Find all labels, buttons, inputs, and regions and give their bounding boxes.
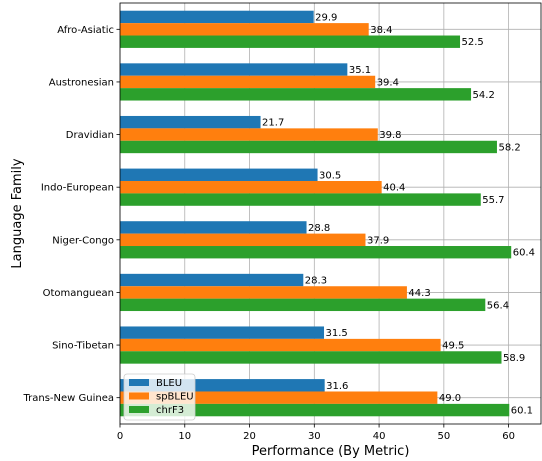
bar-value-label: 56.4 <box>487 300 509 311</box>
bar-value-label: 39.4 <box>377 77 399 88</box>
bar-value-label: 31.6 <box>326 381 348 392</box>
bar-spbleu <box>120 286 407 299</box>
bar-chrf3 <box>120 403 510 417</box>
bar-spbleu <box>120 233 366 247</box>
x-tick-label: 60 <box>502 431 515 442</box>
bar-spbleu <box>120 180 382 194</box>
bar-bleu <box>120 10 314 24</box>
bar-value-label: 40.4 <box>383 183 405 194</box>
bar-bleu <box>120 221 307 234</box>
bar-spbleu <box>120 23 369 36</box>
bar-value-label: 49.5 <box>442 341 464 352</box>
y-tick-label: Austronesian <box>49 77 114 88</box>
bar-value-label: 60.1 <box>511 406 533 417</box>
legend-label: spBLEU <box>156 392 194 403</box>
bar-spbleu <box>120 128 378 141</box>
bar-value-label: 49.0 <box>439 393 461 404</box>
x-tick-label: 50 <box>437 431 450 442</box>
bar-chrf3 <box>120 298 486 312</box>
x-axis-title: Performance (By Metric) <box>252 444 410 459</box>
plot-frame <box>119 2 542 425</box>
bar-chrf3 <box>120 246 512 259</box>
legend-swatch <box>129 406 149 413</box>
legend-label: BLEU <box>156 378 182 389</box>
bar-value-label: 29.9 <box>315 12 337 23</box>
bar-labels: 29.9 38.4 52.5 35.1 39.4 54.2 21.7 39.8 58.2 30.5… <box>262 12 535 416</box>
bar-spbleu <box>120 338 441 352</box>
bar-value-label: 39.8 <box>379 130 401 141</box>
x-tick-label: 0 <box>117 431 123 442</box>
y-axis-title: Language Family <box>10 158 25 268</box>
bar-chrf3 <box>120 140 497 154</box>
bar-value-label: 44.3 <box>408 288 430 299</box>
bar-value-label: 28.8 <box>308 223 330 234</box>
bar-value-label: 52.5 <box>462 37 484 48</box>
legend: BLEU spBLEU chrF3 <box>123 373 196 421</box>
bar-bleu <box>120 63 348 76</box>
legend-swatch <box>129 379 149 386</box>
y-tick-label: Otomanguean <box>43 288 114 299</box>
bar-chrf3 <box>120 351 502 364</box>
bars <box>120 10 512 417</box>
bar-value-label: 28.3 <box>305 276 327 287</box>
y-tick-label: Trans-New Guinea <box>22 393 114 404</box>
bar-bleu <box>120 326 325 339</box>
bar-value-label: 55.7 <box>482 195 504 206</box>
bar-bleu <box>120 115 261 129</box>
y-tick-label: Dravidian <box>66 130 114 141</box>
y-tick-label: Sino-Tibetan <box>52 341 114 352</box>
bar-value-label: 35.1 <box>349 65 371 76</box>
bar-chrf3 <box>120 88 472 101</box>
bar-value-label: 58.2 <box>498 142 520 153</box>
y-axis-ticks: Afro-Asiatic Austronesian Dravidian Indo-Eu… <box>22 25 120 404</box>
legend-label: chrF3 <box>156 405 184 416</box>
bar-value-label: 54.2 <box>473 90 495 101</box>
bar-value-label: 58.9 <box>503 353 525 364</box>
y-tick-label: Niger-Congo <box>52 235 114 246</box>
bar-value-label: 60.4 <box>513 248 535 259</box>
x-tick-label: 10 <box>178 431 191 442</box>
bar-value-label: 31.5 <box>326 328 348 339</box>
x-axis-ticks: 0 10 20 30 40 50 60 <box>117 424 515 442</box>
x-tick-label: 30 <box>308 431 321 442</box>
bar-spbleu <box>120 75 376 89</box>
bar-chrf3 <box>120 35 461 48</box>
bar-bleu <box>120 273 304 287</box>
y-tick-label: Afro-Asiatic <box>57 25 114 36</box>
bar-value-label: 30.5 <box>319 170 341 181</box>
legend-swatch <box>129 392 149 400</box>
x-tick-label: 40 <box>373 431 386 442</box>
bar-chrf3 <box>120 193 481 206</box>
bar-value-label: 37.9 <box>367 235 389 246</box>
bar-value-label: 21.7 <box>262 118 284 129</box>
bar-bleu <box>120 168 318 181</box>
x-tick-label: 20 <box>243 431 256 442</box>
bar-value-label: 38.4 <box>370 25 392 36</box>
y-tick-label: Indo-European <box>41 183 114 194</box>
bar-spbleu <box>120 391 438 404</box>
